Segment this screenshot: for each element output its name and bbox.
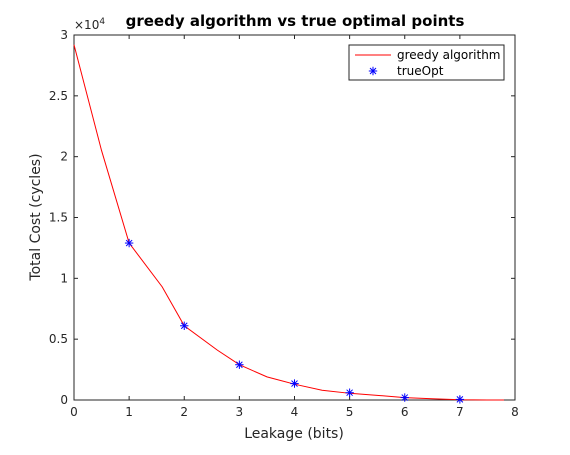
x-tick-label: 2: [180, 405, 188, 419]
y-tick-label: 2: [60, 150, 68, 164]
plot-area: [73, 34, 516, 401]
y-tick-label: 0.5: [49, 332, 68, 346]
data-point-trueopt: [235, 360, 244, 369]
legend: greedy algorithm trueOpt: [348, 44, 505, 81]
x-tick-label: 1: [125, 405, 133, 419]
x-axis: 0 1 2 3 4 5 6 7 8: [70, 35, 519, 419]
x-tick-label: 0: [70, 405, 78, 419]
legend-entry-greedy: greedy algorithm: [397, 48, 501, 62]
data-point-trueopt: [124, 238, 134, 248]
x-axis-label: Leakage (bits): [244, 426, 344, 442]
y-axis-exponent: ×104: [74, 17, 105, 32]
asterisk-stroke: [401, 394, 409, 401]
legend-asterisk: [368, 66, 378, 76]
asterisk-stroke: [369, 67, 377, 75]
y-tick-label: 2.5: [49, 89, 68, 103]
series-layer: [73, 44, 504, 404]
data-point-trueopt: [290, 379, 299, 388]
x-tick-label: 5: [346, 405, 354, 419]
y-axis: 0 0.5 1 1.5 2 2.5 3: [49, 28, 515, 407]
y-tick-label: 1: [60, 271, 68, 285]
axes-box: [73, 34, 516, 401]
legend-asterisk-marker: [368, 66, 378, 76]
x-tick-label: 6: [401, 405, 409, 419]
data-point-trueopt: [400, 393, 409, 402]
asterisk-stroke: [236, 361, 243, 369]
x-tick-label: 8: [511, 405, 519, 419]
legend-entry-trueopt: trueOpt: [397, 64, 444, 78]
x-tick-label: 7: [456, 405, 464, 419]
asterisk-stroke: [456, 396, 464, 403]
asterisk-stroke: [291, 380, 298, 387]
asterisk-stroke: [346, 389, 353, 397]
asterisk-stroke: [180, 322, 188, 330]
y-tick-label: 0: [60, 393, 68, 407]
data-point-trueopt: [455, 395, 465, 404]
y-axis-label: Total Cost (cycles): [28, 153, 44, 281]
chart-title: greedy algorithm vs true optimal points: [126, 12, 465, 30]
data-point-trueopt: [180, 321, 189, 330]
asterisk-stroke: [125, 239, 133, 247]
x-tick-label: 3: [236, 405, 244, 419]
legend-box: [348, 44, 505, 81]
y-tick-label: 3: [60, 28, 68, 42]
y-tick-label: 1.5: [49, 211, 68, 225]
x-tick-label: 4: [291, 405, 299, 419]
data-point-trueopt: [345, 388, 354, 397]
